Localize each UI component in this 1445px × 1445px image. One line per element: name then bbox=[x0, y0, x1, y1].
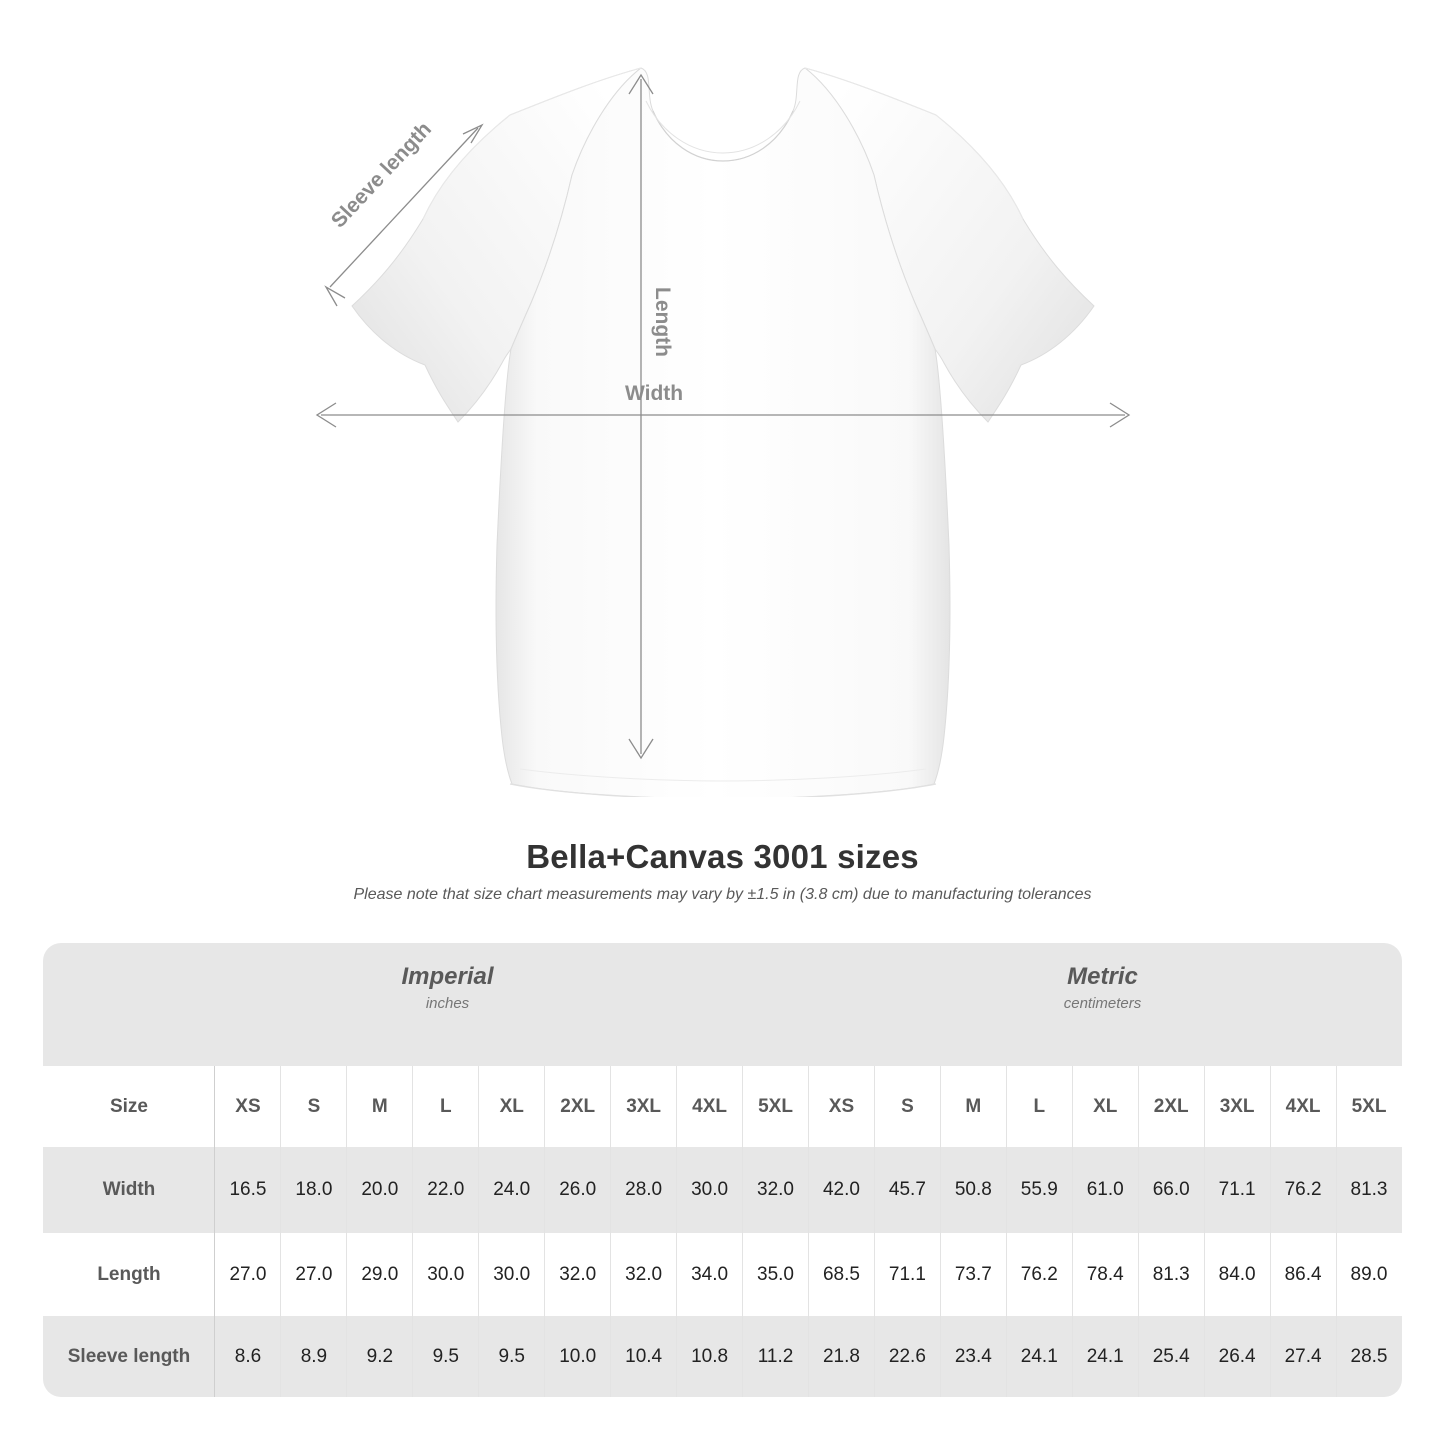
svg-text:Sleeve length: Sleeve length bbox=[327, 118, 436, 233]
svg-text:Width: Width bbox=[625, 382, 683, 405]
svg-text:Length: Length bbox=[651, 287, 674, 357]
